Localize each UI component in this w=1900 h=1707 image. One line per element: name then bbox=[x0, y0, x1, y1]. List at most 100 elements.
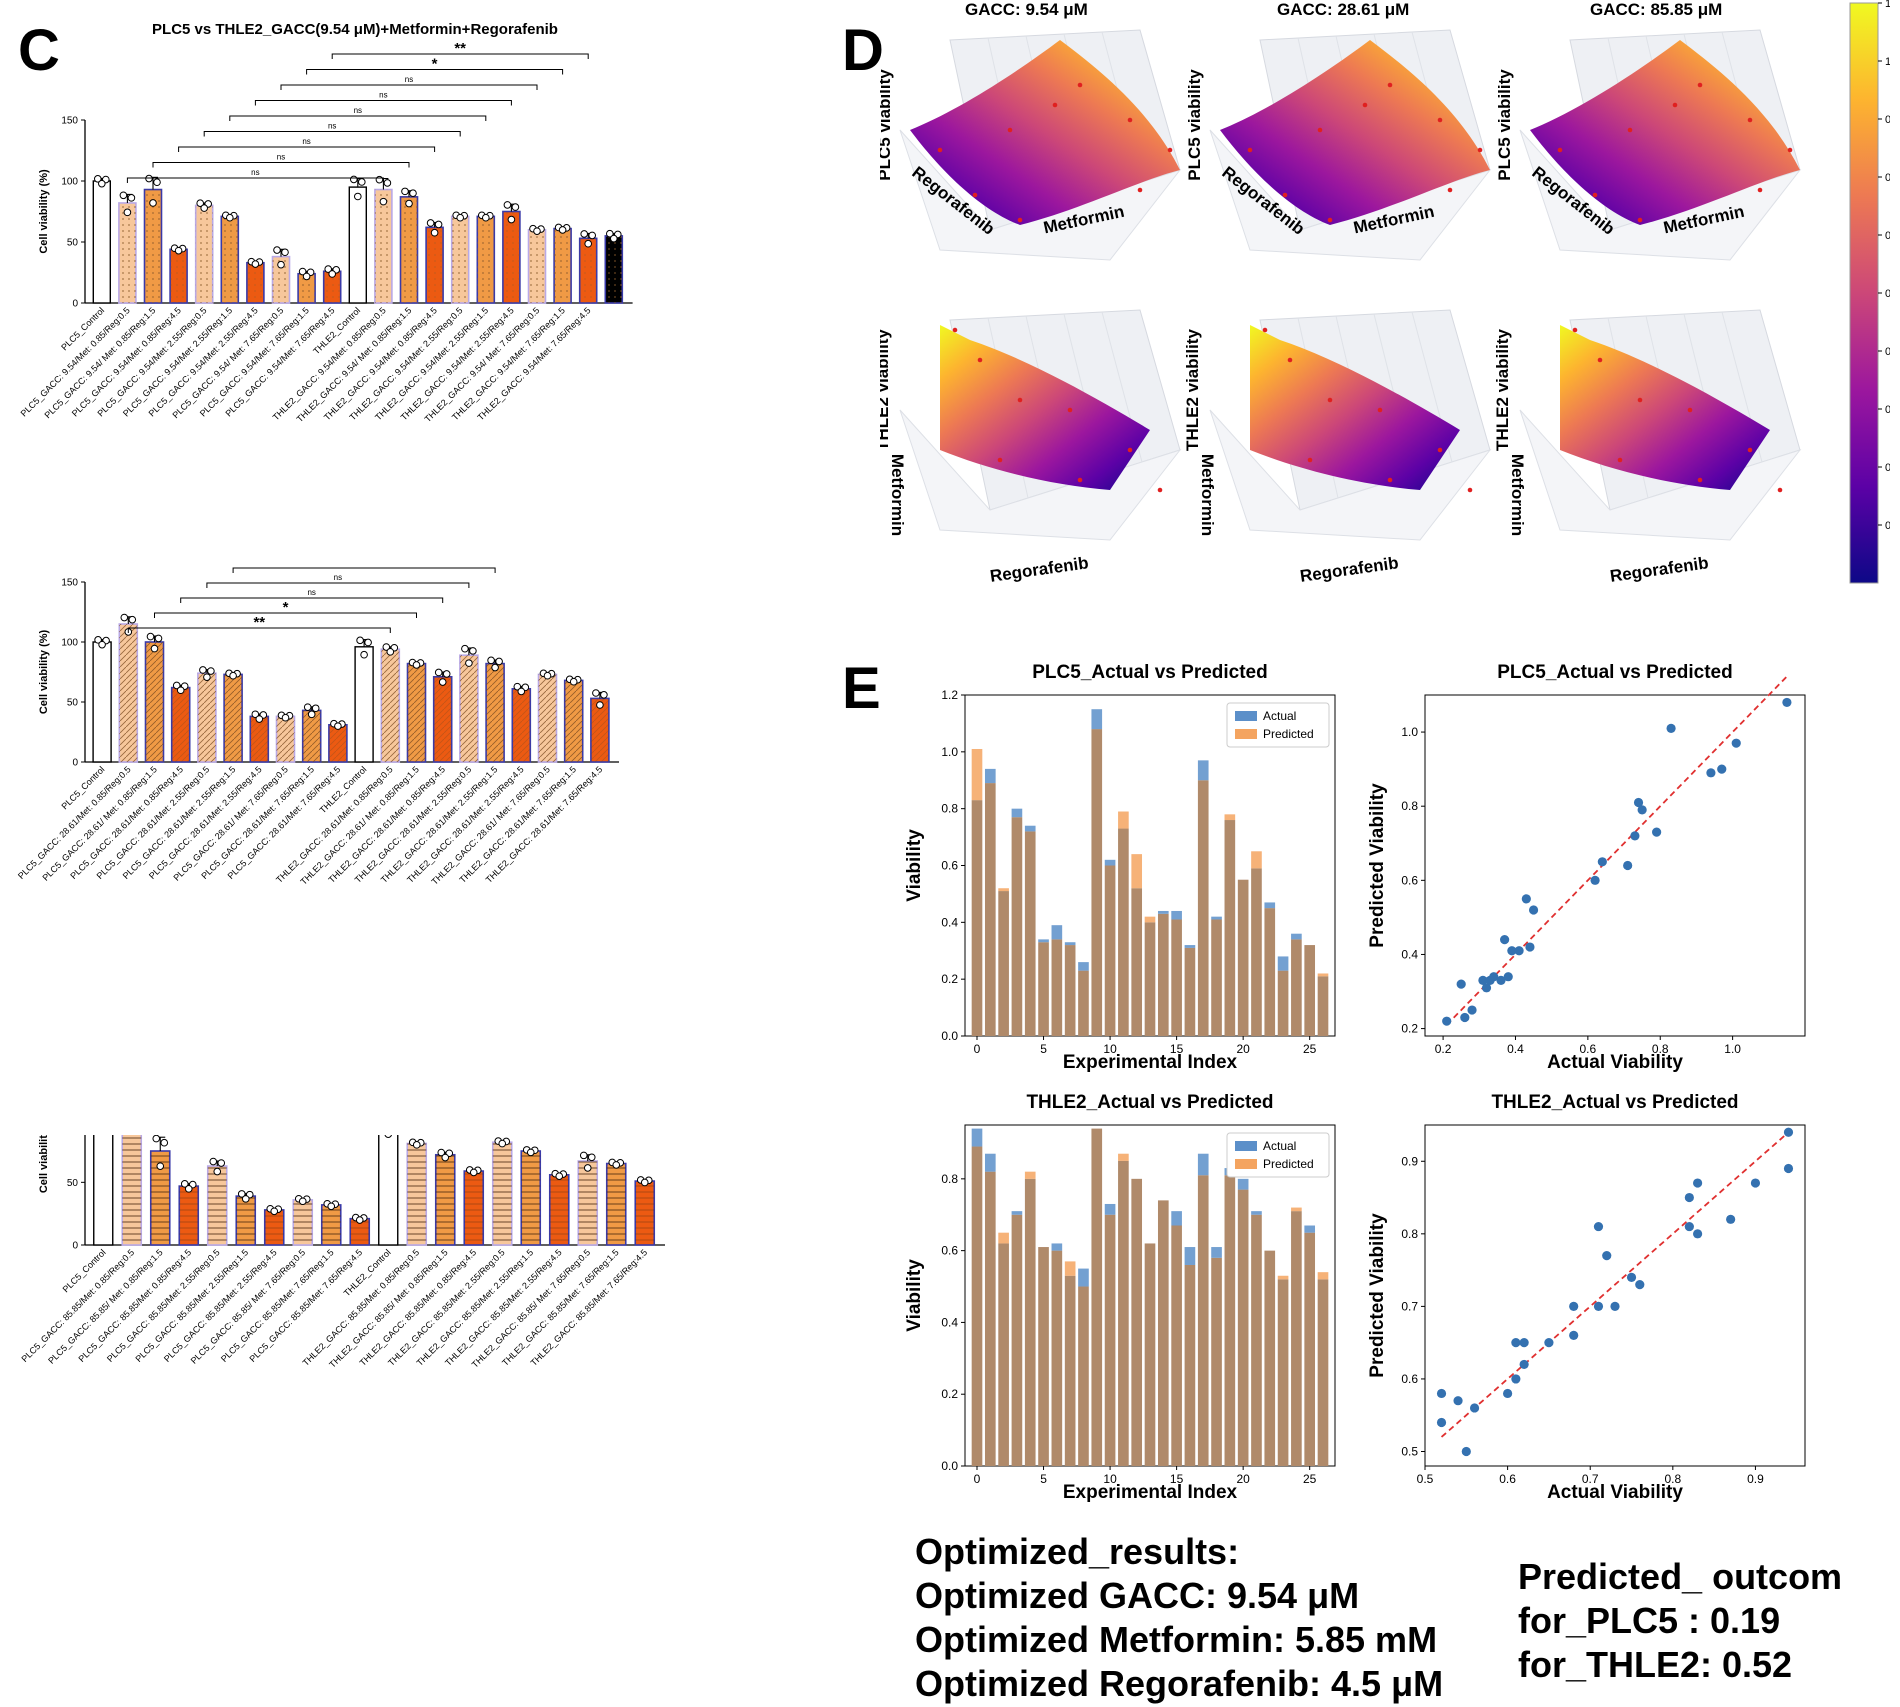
bar-pattern bbox=[236, 1196, 256, 1245]
colorbar-tick-label: 0.4 bbox=[1885, 404, 1890, 416]
bar-pattern bbox=[549, 1174, 569, 1245]
bar-overlap bbox=[1264, 908, 1276, 1036]
bar-overlap bbox=[1224, 1175, 1236, 1466]
bar-overlap bbox=[1171, 919, 1182, 1036]
replicate-point bbox=[491, 663, 499, 672]
significance-label: ns bbox=[354, 106, 362, 115]
replicate-point bbox=[270, 1207, 279, 1216]
significance-label: ns bbox=[360, 565, 368, 567]
bar-predicted bbox=[1131, 854, 1143, 889]
data-point bbox=[1557, 147, 1563, 153]
replicate-point bbox=[587, 1153, 596, 1162]
data-point bbox=[937, 147, 943, 153]
bar-overlap bbox=[1184, 1264, 1196, 1466]
data-point bbox=[1017, 217, 1023, 223]
y-tick-label: 0.6 bbox=[1401, 1372, 1418, 1386]
colorbar-tick-label: 0.7 bbox=[1885, 230, 1890, 242]
x-axis-label: Actual Viability bbox=[1547, 1052, 1683, 1073]
replicate-point bbox=[383, 179, 392, 187]
surface bbox=[910, 40, 1180, 225]
plot-frame bbox=[1424, 1124, 1806, 1467]
bar-pattern bbox=[521, 1151, 541, 1245]
surface bbox=[1530, 40, 1800, 225]
scatter-point bbox=[1637, 805, 1647, 815]
replicate-point bbox=[382, 643, 391, 651]
bar-overlap bbox=[1291, 939, 1302, 1036]
thle2-actual-vs-predicted-scatter: THLE2_Actual vs Predicted 0.5 0.6 0.7 0.8 0.9… bbox=[1367, 1092, 1806, 1503]
y-tick-label: 150 bbox=[61, 578, 78, 589]
replicate-point bbox=[154, 634, 163, 643]
x-axis-label: Regorafenib bbox=[1299, 553, 1400, 586]
data-point bbox=[997, 457, 1003, 463]
bar bbox=[354, 646, 374, 763]
replicate-point bbox=[273, 246, 281, 254]
replicate-point bbox=[640, 1178, 649, 1187]
bar-actual bbox=[1078, 1268, 1089, 1287]
scatter-point bbox=[1569, 1301, 1579, 1311]
scatter-point bbox=[1528, 905, 1539, 915]
surface-title-1: GACC: 9.54 μM bbox=[965, 0, 1088, 19]
bar-overlap bbox=[1211, 919, 1222, 1036]
y-tick-label: 0.4 bbox=[941, 915, 958, 929]
replicate-point bbox=[434, 668, 443, 677]
bar-pattern bbox=[512, 688, 531, 762]
bar-overlap bbox=[1104, 1214, 1116, 1466]
data-point bbox=[1747, 117, 1753, 123]
replicate-point bbox=[517, 687, 526, 696]
bar bbox=[92, 641, 112, 763]
x-tick-label: 5 bbox=[1040, 1472, 1047, 1486]
scatter-point bbox=[1507, 946, 1517, 956]
replicate-point bbox=[354, 192, 362, 201]
bar-actual bbox=[1264, 902, 1276, 909]
data-point bbox=[1167, 147, 1173, 153]
bar-pattern bbox=[276, 716, 295, 762]
data-point bbox=[1007, 127, 1013, 133]
replicate-point bbox=[209, 1157, 218, 1166]
data-point bbox=[1387, 82, 1393, 88]
bar-predicted bbox=[1224, 814, 1236, 821]
bar-pattern bbox=[195, 205, 213, 303]
significance-bracket bbox=[306, 69, 564, 75]
bar-pattern bbox=[350, 1218, 370, 1245]
replicate-point bbox=[146, 632, 155, 641]
replicate-point bbox=[199, 666, 207, 674]
bar-pattern bbox=[400, 196, 418, 303]
replicate-point bbox=[241, 1195, 250, 1203]
data-point bbox=[1697, 477, 1703, 483]
y-tick-label: 0.4 bbox=[1401, 947, 1418, 961]
replicate-point bbox=[251, 710, 260, 719]
replicate-point bbox=[355, 1216, 364, 1224]
replicate-point bbox=[482, 213, 490, 222]
replicate-point bbox=[180, 1180, 189, 1188]
data-point bbox=[1467, 487, 1473, 493]
bar-overlap bbox=[1038, 1247, 1049, 1466]
data-point bbox=[1627, 127, 1633, 133]
data-point bbox=[1127, 117, 1133, 123]
bar-predicted bbox=[1118, 811, 1129, 829]
scatter-point bbox=[1593, 1221, 1604, 1232]
y-tick-label: 0 bbox=[72, 758, 78, 769]
y-tick-label: 0.8 bbox=[1401, 1227, 1418, 1241]
bar-predicted bbox=[1144, 916, 1156, 923]
significance-bracket bbox=[154, 612, 417, 618]
bar-overlap bbox=[1131, 1178, 1143, 1466]
significance-label: ns bbox=[251, 168, 259, 177]
bar-actual bbox=[1038, 939, 1049, 943]
bar-chart-gacc-28-61: PLC5 vs THLE2_GACC(28.61 μM)+Metformin+R… bbox=[16, 565, 619, 887]
y-tick-label: 50 bbox=[67, 238, 79, 249]
data-point bbox=[1287, 357, 1293, 363]
y-axis-label: Cell viability (%) bbox=[38, 1135, 50, 1193]
scatter-point bbox=[1478, 975, 1488, 986]
x-tick-label: 20 bbox=[1236, 1472, 1250, 1486]
x-axis-label: Actual Viability bbox=[1547, 1482, 1683, 1503]
replicate-point bbox=[495, 657, 503, 666]
bar-pattern bbox=[272, 256, 290, 303]
replicate-point bbox=[592, 689, 600, 697]
replicate-point bbox=[328, 270, 337, 278]
scatter-point bbox=[1626, 1272, 1637, 1282]
significance-bracket bbox=[203, 131, 461, 137]
optimized-heading: Optimized_results: bbox=[915, 1531, 1240, 1572]
category-label: PLC5_Control bbox=[59, 305, 106, 352]
bar-actual bbox=[1011, 808, 1023, 818]
data-point bbox=[1672, 102, 1678, 108]
